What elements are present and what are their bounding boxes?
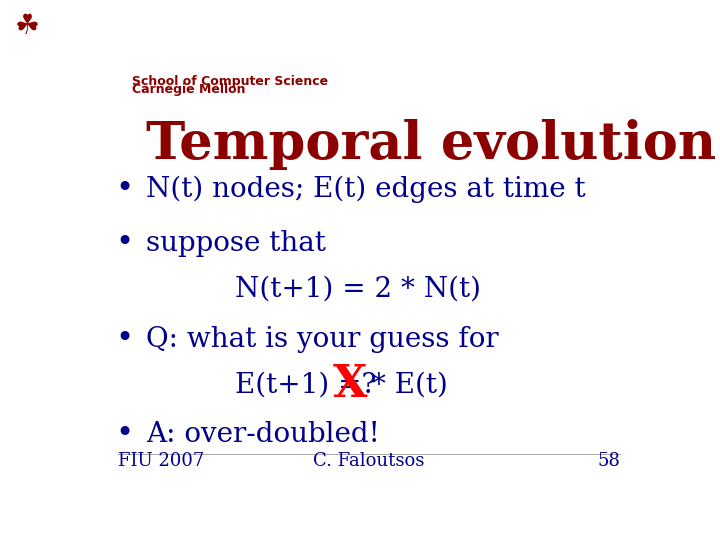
Text: suppose that: suppose that bbox=[145, 230, 325, 257]
Text: X: X bbox=[333, 363, 367, 407]
Text: * E(t): * E(t) bbox=[372, 372, 448, 399]
Text: E(t+1) =?: E(t+1) =? bbox=[235, 372, 377, 399]
Text: Temporal evolution of graphs: Temporal evolution of graphs bbox=[145, 119, 720, 171]
Text: N(t+1) = 2 * N(t): N(t+1) = 2 * N(t) bbox=[235, 276, 481, 303]
Text: •: • bbox=[115, 420, 133, 450]
Text: C. Faloutsos: C. Faloutsos bbox=[313, 452, 425, 470]
Text: •: • bbox=[115, 228, 133, 259]
Text: N(t) nodes; E(t) edges at time t: N(t) nodes; E(t) edges at time t bbox=[145, 176, 585, 203]
Text: Carnegie Mellon: Carnegie Mellon bbox=[132, 83, 246, 96]
Text: •: • bbox=[115, 323, 133, 355]
Text: School of Computer Science: School of Computer Science bbox=[132, 75, 328, 88]
Text: FIU 2007: FIU 2007 bbox=[118, 452, 204, 470]
Text: ☘: ☘ bbox=[14, 12, 40, 39]
Text: 58: 58 bbox=[597, 452, 620, 470]
Text: A: over-doubled!: A: over-doubled! bbox=[145, 421, 379, 448]
Text: •: • bbox=[115, 174, 133, 205]
Text: Q: what is your guess for: Q: what is your guess for bbox=[145, 326, 498, 353]
